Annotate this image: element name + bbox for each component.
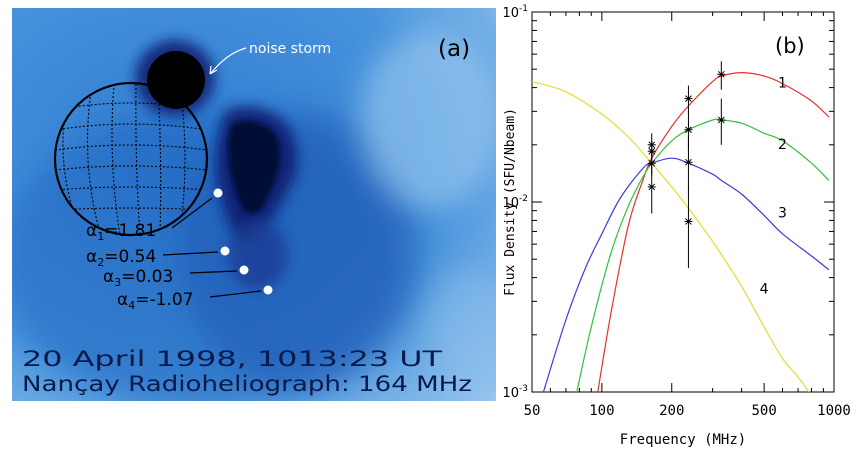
- caption-instrument: Nançay Radioheliograph: 164 MHz: [22, 372, 472, 396]
- alpha-leader-lines: [162, 197, 262, 298]
- marker-2: [220, 246, 230, 256]
- observations: [647, 61, 726, 268]
- series-3-label: 3: [778, 205, 787, 221]
- series-2-label: 2: [778, 137, 787, 153]
- spectrum-chart: 50 100 200 500 1000 10-3 10-2 10-1 1 2 3 4 (b) Fre…: [502, 4, 850, 448]
- alpha-label-3: α3=0.03: [103, 267, 173, 289]
- radio-image-panel: noise storm (a) α1=1.81 α2=0.54 α3=0.03 …: [12, 8, 496, 401]
- observation-point: [647, 183, 656, 191]
- noise-storm-annotation: noise storm: [209, 41, 331, 75]
- y-tick-label: 10-1: [502, 4, 528, 21]
- series-1-label: 1: [778, 76, 787, 92]
- panel-a-label: (a): [438, 36, 470, 62]
- axis-tick-labels: 50 100 200 500 1000 10-3 10-2 10-1: [502, 4, 850, 419]
- x-tick-label: 200: [659, 403, 684, 419]
- series-3-line: [542, 157, 830, 392]
- noise-storm-label: noise storm: [249, 41, 331, 57]
- alpha-label-2: α2=0.54: [86, 247, 156, 269]
- marker-1: [213, 188, 223, 198]
- alpha-labels: α1=1.81 α2=0.54 α3=0.03 α4=-1.07: [86, 221, 193, 312]
- caption-date: 20 April 1998, 1013:23 UT: [22, 347, 442, 371]
- series-4-label: 4: [760, 281, 769, 297]
- y-tick-label: 10-2: [502, 194, 528, 211]
- marker-3: [239, 265, 249, 275]
- y-tick-label: 10-3: [502, 384, 528, 401]
- observation-point: [684, 218, 693, 225]
- x-tick-label: 50: [524, 403, 541, 419]
- marker-4: [263, 285, 273, 295]
- series-1-line: [597, 71, 830, 392]
- series-4-line: [532, 81, 810, 392]
- x-tick-label: 1000: [817, 403, 851, 419]
- x-tick-label: 500: [751, 403, 776, 419]
- alpha-markers: [213, 188, 273, 295]
- observation-point: [684, 158, 693, 166]
- observation-point: [684, 126, 693, 134]
- y-axis-label: Flux Density (SFU/Nbeam): [503, 108, 518, 296]
- observation-point: [717, 116, 726, 124]
- alpha-label-1: α1=1.81: [86, 221, 156, 243]
- plot-frame: [531, 11, 835, 393]
- curve-labels: 1 2 3 4: [760, 76, 787, 298]
- observation-point: [684, 95, 693, 102]
- axis-ticks: [531, 12, 835, 393]
- x-axis-label: Frequency (MHz): [620, 432, 746, 448]
- alpha-label-4: α4=-1.07: [117, 290, 193, 312]
- panel-b-label: (b): [775, 34, 805, 58]
- observation-point: [717, 70, 726, 78]
- x-tick-label: 100: [589, 403, 614, 419]
